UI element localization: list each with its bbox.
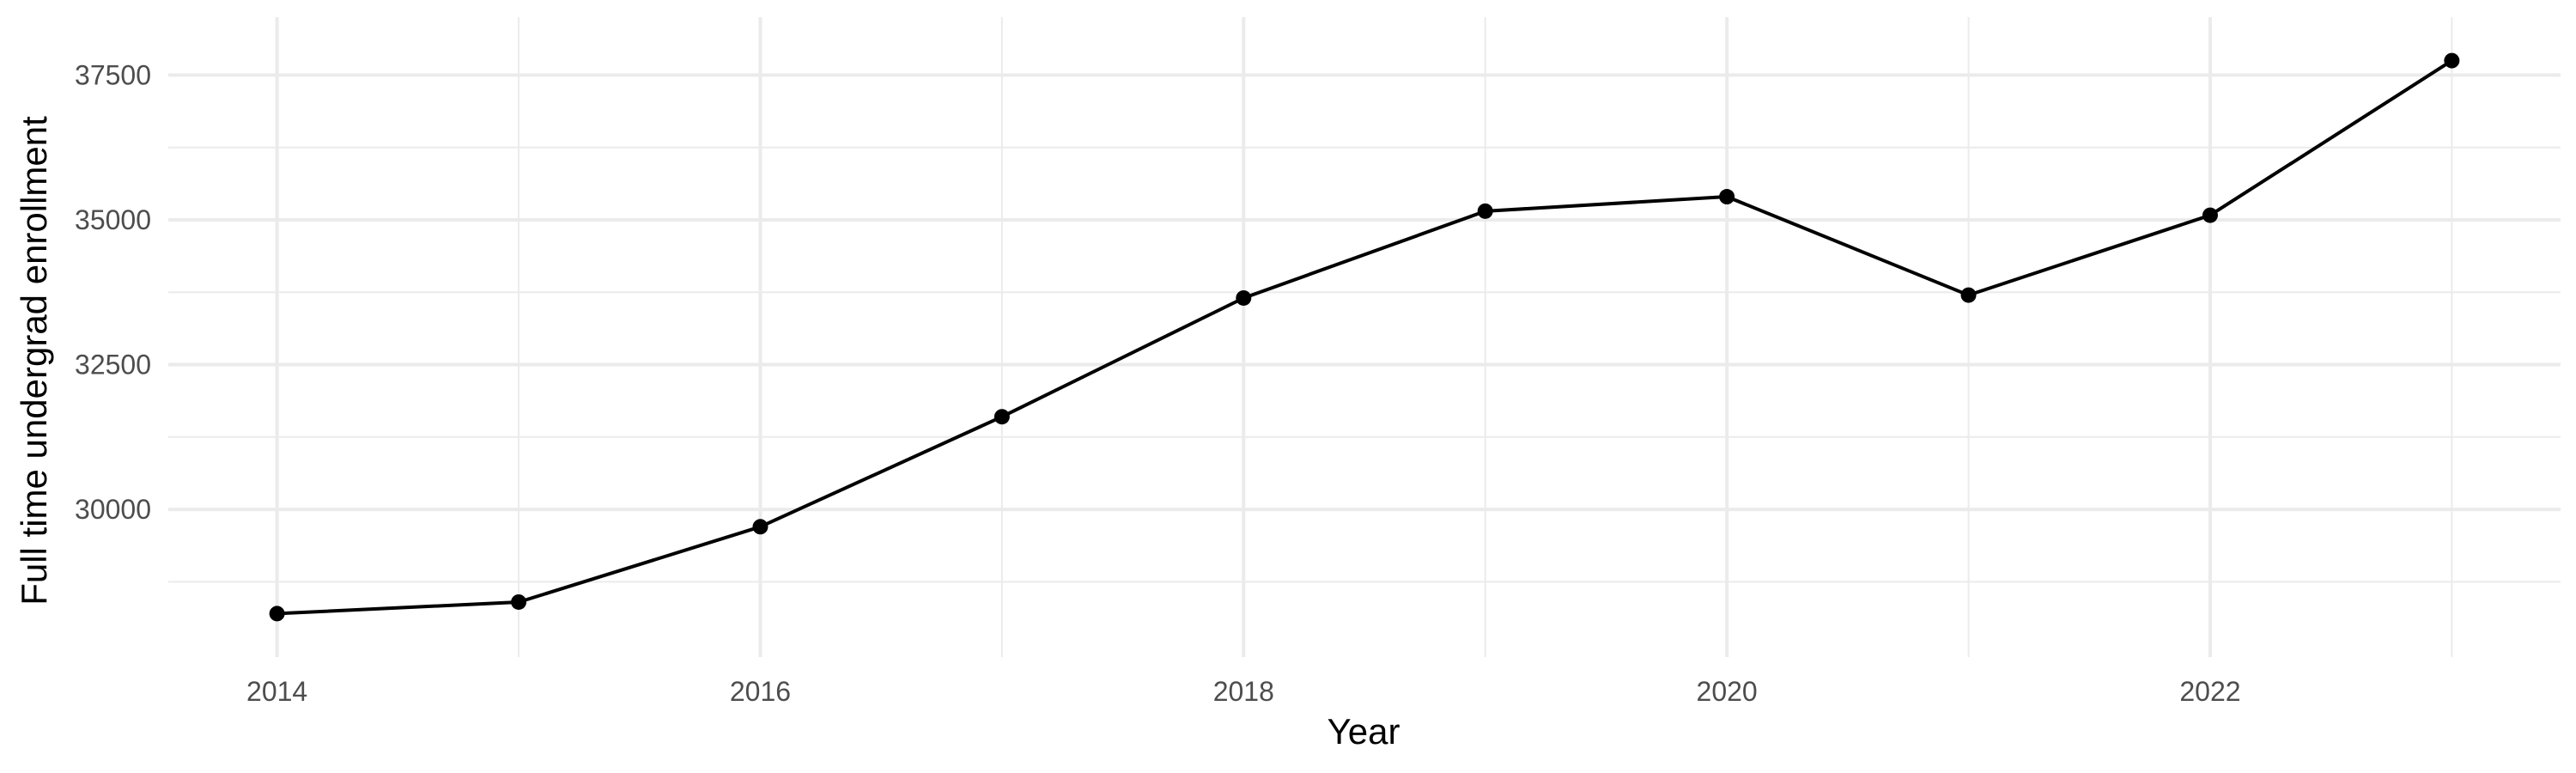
x-tick-label: 2016	[730, 676, 791, 707]
y-axis-tick-labels: 30000 32500 35000 37500	[75, 59, 151, 525]
data-point	[1477, 203, 1493, 219]
x-tick-label: 2014	[246, 676, 307, 707]
data-point	[2444, 52, 2460, 69]
y-axis-title: Full time undergrad enrollment	[14, 116, 54, 606]
y-tick-label: 32500	[75, 350, 151, 380]
data-point	[993, 409, 1010, 425]
data-point	[1719, 189, 1735, 205]
data-point	[752, 519, 769, 535]
data-point	[2202, 207, 2218, 223]
data-point	[1236, 289, 1252, 306]
x-tick-label: 2020	[1697, 676, 1758, 707]
y-tick-label: 37500	[75, 59, 151, 90]
data-point	[1960, 287, 1977, 303]
x-axis-tick-labels: 2014 2016 2018 2020 2022	[246, 676, 2241, 707]
series-line	[276, 58, 2453, 616]
x-tick-label: 2018	[1213, 676, 1274, 707]
y-tick-label: 35000	[75, 204, 151, 235]
series-enrollment	[269, 52, 2460, 622]
y-tick-label: 30000	[75, 494, 151, 525]
grid-lines	[168, 17, 2561, 657]
x-axis-title: Year	[1327, 711, 1400, 752]
x-tick-label: 2022	[2179, 676, 2240, 707]
data-point	[269, 606, 285, 622]
data-point	[511, 593, 527, 610]
